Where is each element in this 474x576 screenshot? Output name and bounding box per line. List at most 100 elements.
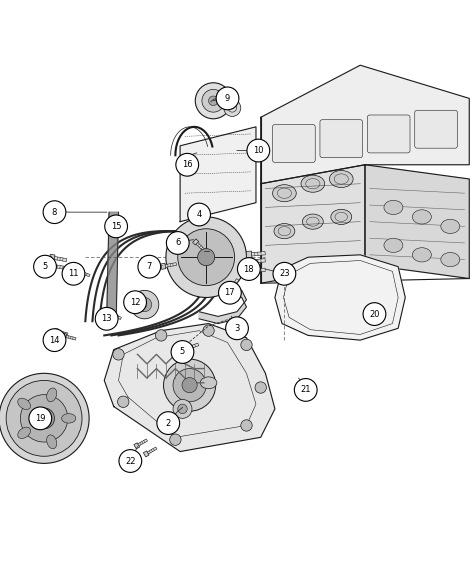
Polygon shape: [134, 443, 139, 449]
Circle shape: [124, 291, 146, 313]
Polygon shape: [190, 211, 196, 217]
Text: 15: 15: [111, 222, 121, 231]
Text: 5: 5: [42, 262, 48, 271]
Circle shape: [119, 450, 142, 472]
Circle shape: [226, 317, 248, 340]
Polygon shape: [161, 263, 166, 270]
Text: 14: 14: [49, 336, 60, 344]
Polygon shape: [107, 212, 118, 321]
Polygon shape: [58, 331, 68, 335]
Circle shape: [155, 329, 167, 341]
Polygon shape: [62, 333, 67, 339]
Polygon shape: [66, 335, 76, 340]
Ellipse shape: [18, 427, 30, 438]
Circle shape: [0, 373, 89, 463]
Polygon shape: [108, 309, 113, 316]
Circle shape: [164, 359, 216, 411]
Circle shape: [216, 87, 239, 110]
Ellipse shape: [329, 170, 353, 188]
Circle shape: [34, 255, 56, 278]
Polygon shape: [137, 300, 146, 308]
Text: 7: 7: [146, 262, 152, 271]
Circle shape: [219, 281, 241, 304]
Circle shape: [294, 378, 317, 401]
Text: 6: 6: [175, 238, 181, 248]
Circle shape: [34, 408, 55, 429]
Polygon shape: [198, 210, 206, 219]
Circle shape: [237, 257, 260, 281]
Circle shape: [176, 153, 199, 176]
Circle shape: [255, 382, 266, 393]
Circle shape: [137, 297, 152, 312]
Ellipse shape: [302, 214, 323, 229]
Circle shape: [43, 201, 66, 223]
Polygon shape: [134, 297, 139, 303]
FancyBboxPatch shape: [367, 115, 410, 153]
Circle shape: [202, 89, 225, 112]
Text: 19: 19: [35, 414, 46, 423]
Circle shape: [6, 380, 82, 456]
FancyBboxPatch shape: [273, 124, 315, 162]
Polygon shape: [246, 268, 252, 275]
Text: 20: 20: [369, 309, 380, 319]
Circle shape: [95, 308, 118, 330]
Polygon shape: [228, 287, 234, 294]
Text: 8: 8: [52, 208, 57, 217]
Circle shape: [130, 290, 159, 319]
Circle shape: [166, 217, 246, 297]
Circle shape: [173, 369, 206, 402]
Polygon shape: [192, 239, 199, 245]
Ellipse shape: [412, 210, 431, 224]
Ellipse shape: [46, 435, 57, 449]
Circle shape: [241, 339, 252, 351]
Circle shape: [173, 399, 192, 418]
Polygon shape: [196, 242, 205, 251]
Circle shape: [188, 203, 210, 226]
Circle shape: [170, 434, 181, 445]
Circle shape: [138, 255, 161, 278]
Circle shape: [195, 83, 231, 119]
Ellipse shape: [412, 248, 431, 262]
Circle shape: [29, 407, 52, 430]
Polygon shape: [138, 439, 147, 446]
Circle shape: [20, 395, 68, 442]
Circle shape: [182, 378, 197, 393]
Text: 21: 21: [301, 385, 311, 395]
Polygon shape: [241, 264, 246, 271]
Polygon shape: [195, 206, 201, 212]
Circle shape: [363, 303, 386, 325]
Polygon shape: [231, 279, 239, 290]
Circle shape: [241, 420, 252, 431]
Polygon shape: [76, 268, 81, 275]
Polygon shape: [252, 252, 265, 256]
Ellipse shape: [441, 252, 460, 267]
Circle shape: [62, 263, 85, 285]
Ellipse shape: [384, 200, 403, 214]
Circle shape: [43, 329, 66, 351]
Text: 16: 16: [182, 160, 192, 169]
Polygon shape: [112, 313, 121, 320]
Ellipse shape: [384, 238, 403, 252]
Circle shape: [247, 139, 270, 162]
Text: 10: 10: [253, 146, 264, 155]
Text: 3: 3: [234, 324, 240, 333]
Polygon shape: [165, 263, 176, 267]
Polygon shape: [183, 346, 189, 352]
Ellipse shape: [62, 414, 76, 423]
Circle shape: [203, 325, 214, 336]
Polygon shape: [246, 251, 252, 258]
Polygon shape: [54, 264, 67, 270]
Polygon shape: [147, 447, 157, 454]
Ellipse shape: [18, 398, 30, 410]
Polygon shape: [275, 255, 405, 340]
Polygon shape: [252, 259, 265, 263]
Circle shape: [273, 263, 296, 285]
FancyBboxPatch shape: [415, 110, 457, 148]
Ellipse shape: [273, 185, 296, 202]
Circle shape: [178, 229, 235, 286]
Circle shape: [157, 412, 180, 434]
Polygon shape: [252, 268, 265, 272]
Polygon shape: [187, 343, 199, 350]
Polygon shape: [104, 324, 275, 452]
Polygon shape: [261, 165, 365, 283]
